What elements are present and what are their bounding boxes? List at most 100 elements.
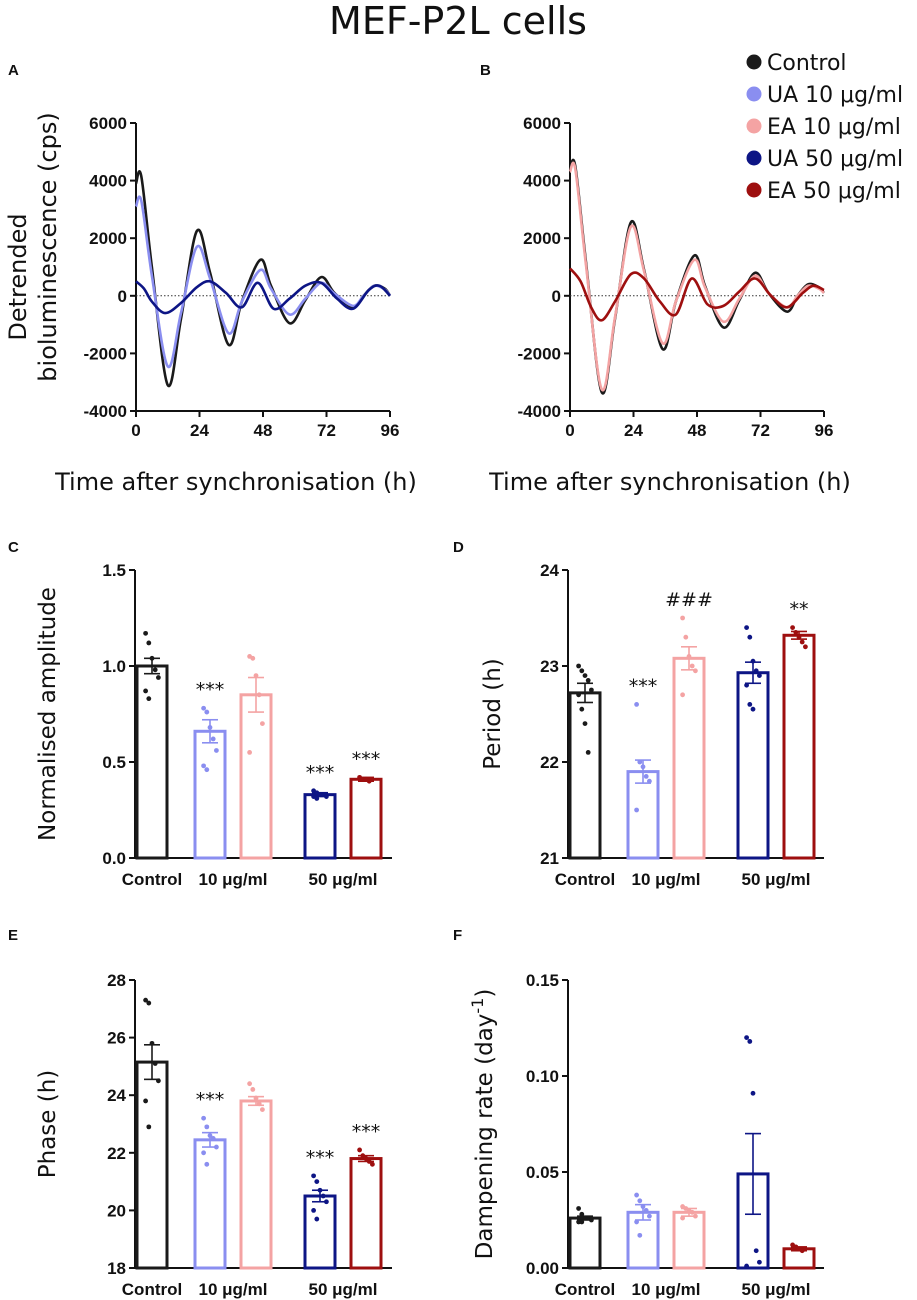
- data-point: [750, 706, 756, 712]
- data-point: [753, 668, 759, 674]
- data-point: [210, 736, 216, 742]
- data-point: [747, 702, 753, 707]
- data-point: [201, 705, 207, 711]
- legend-label: EA 10 μg/ml: [767, 115, 901, 140]
- data-point: [640, 764, 646, 770]
- series-line: [134, 195, 392, 369]
- data-point: [143, 688, 149, 694]
- y-axis-label: Dampening rate (day-1): [468, 989, 498, 1260]
- data-point: [250, 655, 256, 661]
- significance-label: ***: [196, 1089, 225, 1111]
- data-point: [357, 1147, 362, 1153]
- data-point: [250, 1087, 256, 1092]
- data-point: [201, 1115, 207, 1121]
- data-point: [152, 667, 158, 673]
- data-point: [753, 1248, 759, 1254]
- data-point: [214, 748, 219, 753]
- y-tick-label: 2000: [523, 229, 561, 248]
- data-point: [370, 1161, 375, 1167]
- series-line: [568, 267, 825, 322]
- bar: [193, 729, 227, 860]
- legend-marker: [746, 150, 762, 166]
- panel-letter: C: [8, 539, 19, 556]
- bar: [303, 793, 337, 860]
- significance-label: ***: [629, 675, 658, 697]
- y-tick-label: 2000: [89, 229, 127, 248]
- x-tick-label: 72: [751, 421, 770, 440]
- data-point: [314, 1179, 320, 1184]
- data-point: [757, 673, 762, 678]
- data-point: [803, 644, 808, 650]
- y-axis-label: Normalised amplitude: [35, 587, 61, 841]
- data-point: [214, 1144, 219, 1150]
- data-point: [589, 687, 594, 693]
- y-tick-label: 24: [540, 561, 559, 580]
- data-point: [579, 1211, 585, 1217]
- data-point: [637, 759, 643, 765]
- significance-label: ***: [352, 748, 381, 770]
- panel-letter: A: [8, 62, 19, 79]
- data-point: [143, 1098, 149, 1104]
- x-group-label: 10 μg/ml: [199, 870, 268, 889]
- data-point: [146, 696, 152, 702]
- y-tick-label: 1.5: [102, 561, 126, 580]
- data-point: [693, 668, 698, 674]
- y-tick-label: 21: [540, 849, 559, 868]
- x-group-label: Control: [122, 870, 182, 889]
- bar: [239, 1099, 273, 1270]
- x-tick-label: 24: [624, 421, 643, 440]
- y-tick-label: 22: [540, 753, 559, 772]
- y-tick-label: 0.5: [102, 753, 126, 772]
- legend-label: Control: [767, 51, 847, 76]
- data-point: [143, 997, 149, 1003]
- figure-title: MEF-P2L cells: [329, 0, 587, 43]
- bar: [568, 691, 602, 860]
- data-point: [744, 1263, 749, 1269]
- legend-label: EA 50 μg/ml: [767, 179, 901, 204]
- y-tick-label: 26: [107, 1029, 126, 1048]
- data-point: [634, 807, 639, 813]
- y-tick-label: 0: [118, 287, 127, 306]
- y-tick-label: 0.0: [102, 849, 126, 868]
- data-point: [143, 630, 149, 636]
- y-tick-label: 4000: [523, 172, 561, 191]
- data-point: [314, 796, 320, 801]
- data-point: [256, 1101, 262, 1107]
- y-tick-label: -2000: [84, 344, 127, 363]
- data-point: [260, 1107, 265, 1112]
- x-tick-label: 0: [565, 421, 574, 440]
- y-axis-label: Period (h): [480, 658, 506, 770]
- y-tick-label: -4000: [84, 402, 127, 421]
- y-tick-label: 6000: [523, 114, 561, 133]
- data-point: [260, 721, 265, 726]
- x-tick-label: 72: [317, 421, 336, 440]
- data-point: [680, 1215, 685, 1221]
- significance-label: ***: [196, 679, 225, 701]
- data-point: [156, 675, 161, 680]
- data-point: [247, 750, 253, 755]
- data-point: [149, 1040, 155, 1046]
- data-point: [576, 663, 581, 669]
- legend-marker: [746, 118, 762, 134]
- data-point: [360, 1153, 366, 1159]
- y-tick-label: -2000: [518, 344, 561, 363]
- y-tick-label: 0.15: [526, 971, 559, 990]
- data-point: [683, 634, 689, 640]
- bar: [736, 671, 770, 860]
- y-tick-label: 18: [107, 1259, 126, 1278]
- y-tick-label: 0: [552, 287, 561, 306]
- series-line: [135, 279, 391, 315]
- data-point: [324, 794, 329, 799]
- bar: [135, 664, 169, 860]
- significance-label: ###: [665, 589, 713, 611]
- data-point: [579, 668, 585, 674]
- data-point: [689, 663, 695, 669]
- data-point: [799, 639, 805, 645]
- x-group-label: Control: [555, 870, 615, 889]
- x-axis-label: Time after synchronisation (h): [488, 468, 851, 496]
- panel-e: E 28 26 24 22 20 18 *** *** *** Control 10 μg/ml 50 …: [8, 927, 392, 1299]
- data-point: [146, 1000, 152, 1006]
- data-point: [363, 1156, 369, 1161]
- data-point: [204, 1161, 210, 1167]
- data-point: [210, 1136, 216, 1141]
